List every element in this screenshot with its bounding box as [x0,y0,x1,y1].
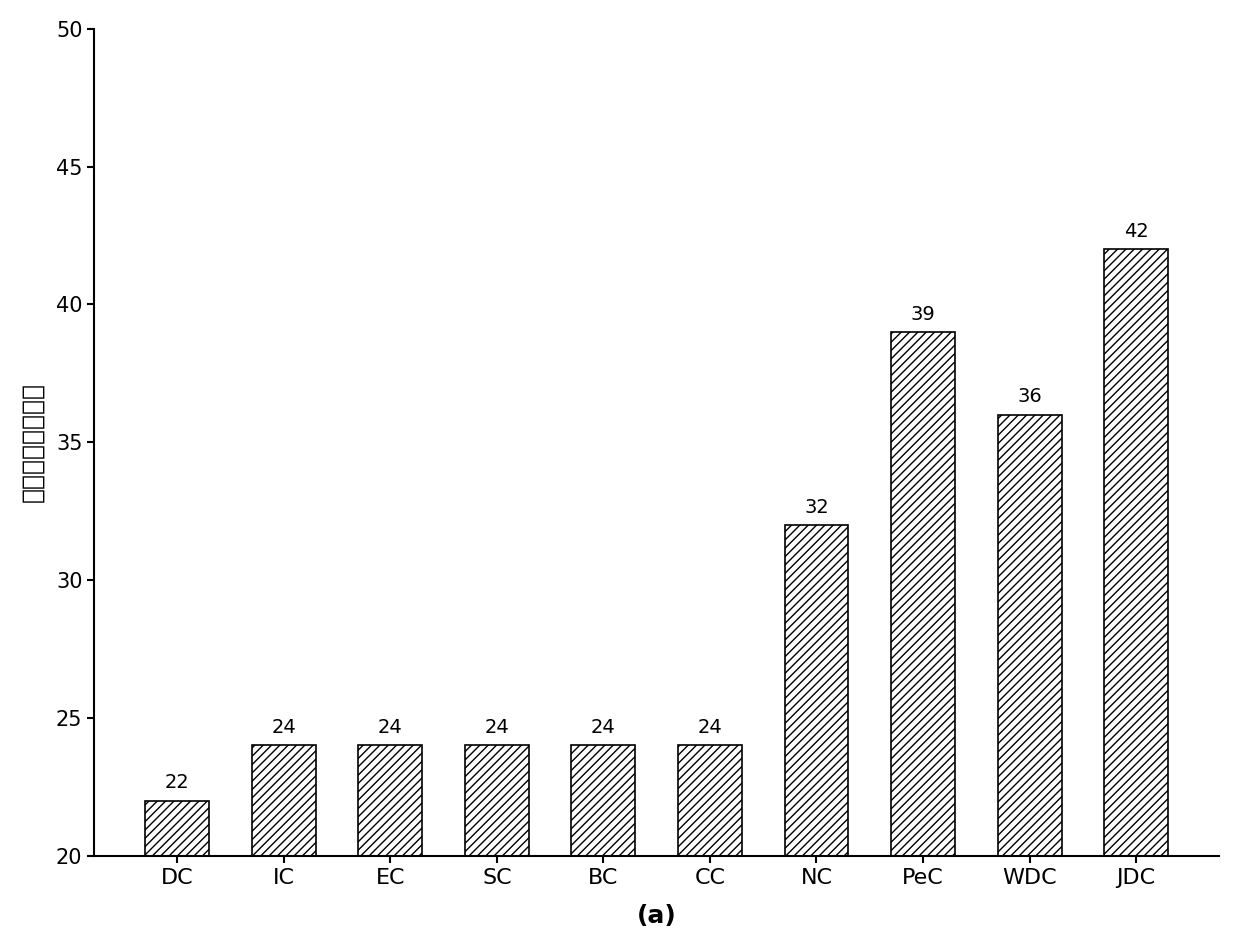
X-axis label: (a): (a) [637,904,677,928]
Bar [785,525,848,856]
Bar [1104,250,1168,856]
Text: 24: 24 [698,718,723,737]
Text: 22: 22 [165,773,190,792]
Text: 39: 39 [910,305,935,324]
Bar [892,332,955,856]
Y-axis label: 关键蛋白质的数量: 关键蛋白质的数量 [21,382,45,502]
Bar [145,801,210,856]
Bar [252,746,316,856]
Bar [998,415,1061,856]
Text: 32: 32 [804,497,828,516]
Text: 24: 24 [485,718,510,737]
Text: 36: 36 [1017,387,1042,406]
Text: 42: 42 [1123,222,1148,241]
Text: 24: 24 [378,718,403,737]
Bar [678,746,742,856]
Bar [358,746,423,856]
Bar [465,746,529,856]
Text: 24: 24 [591,718,616,737]
Bar [572,746,635,856]
Text: 24: 24 [272,718,296,737]
